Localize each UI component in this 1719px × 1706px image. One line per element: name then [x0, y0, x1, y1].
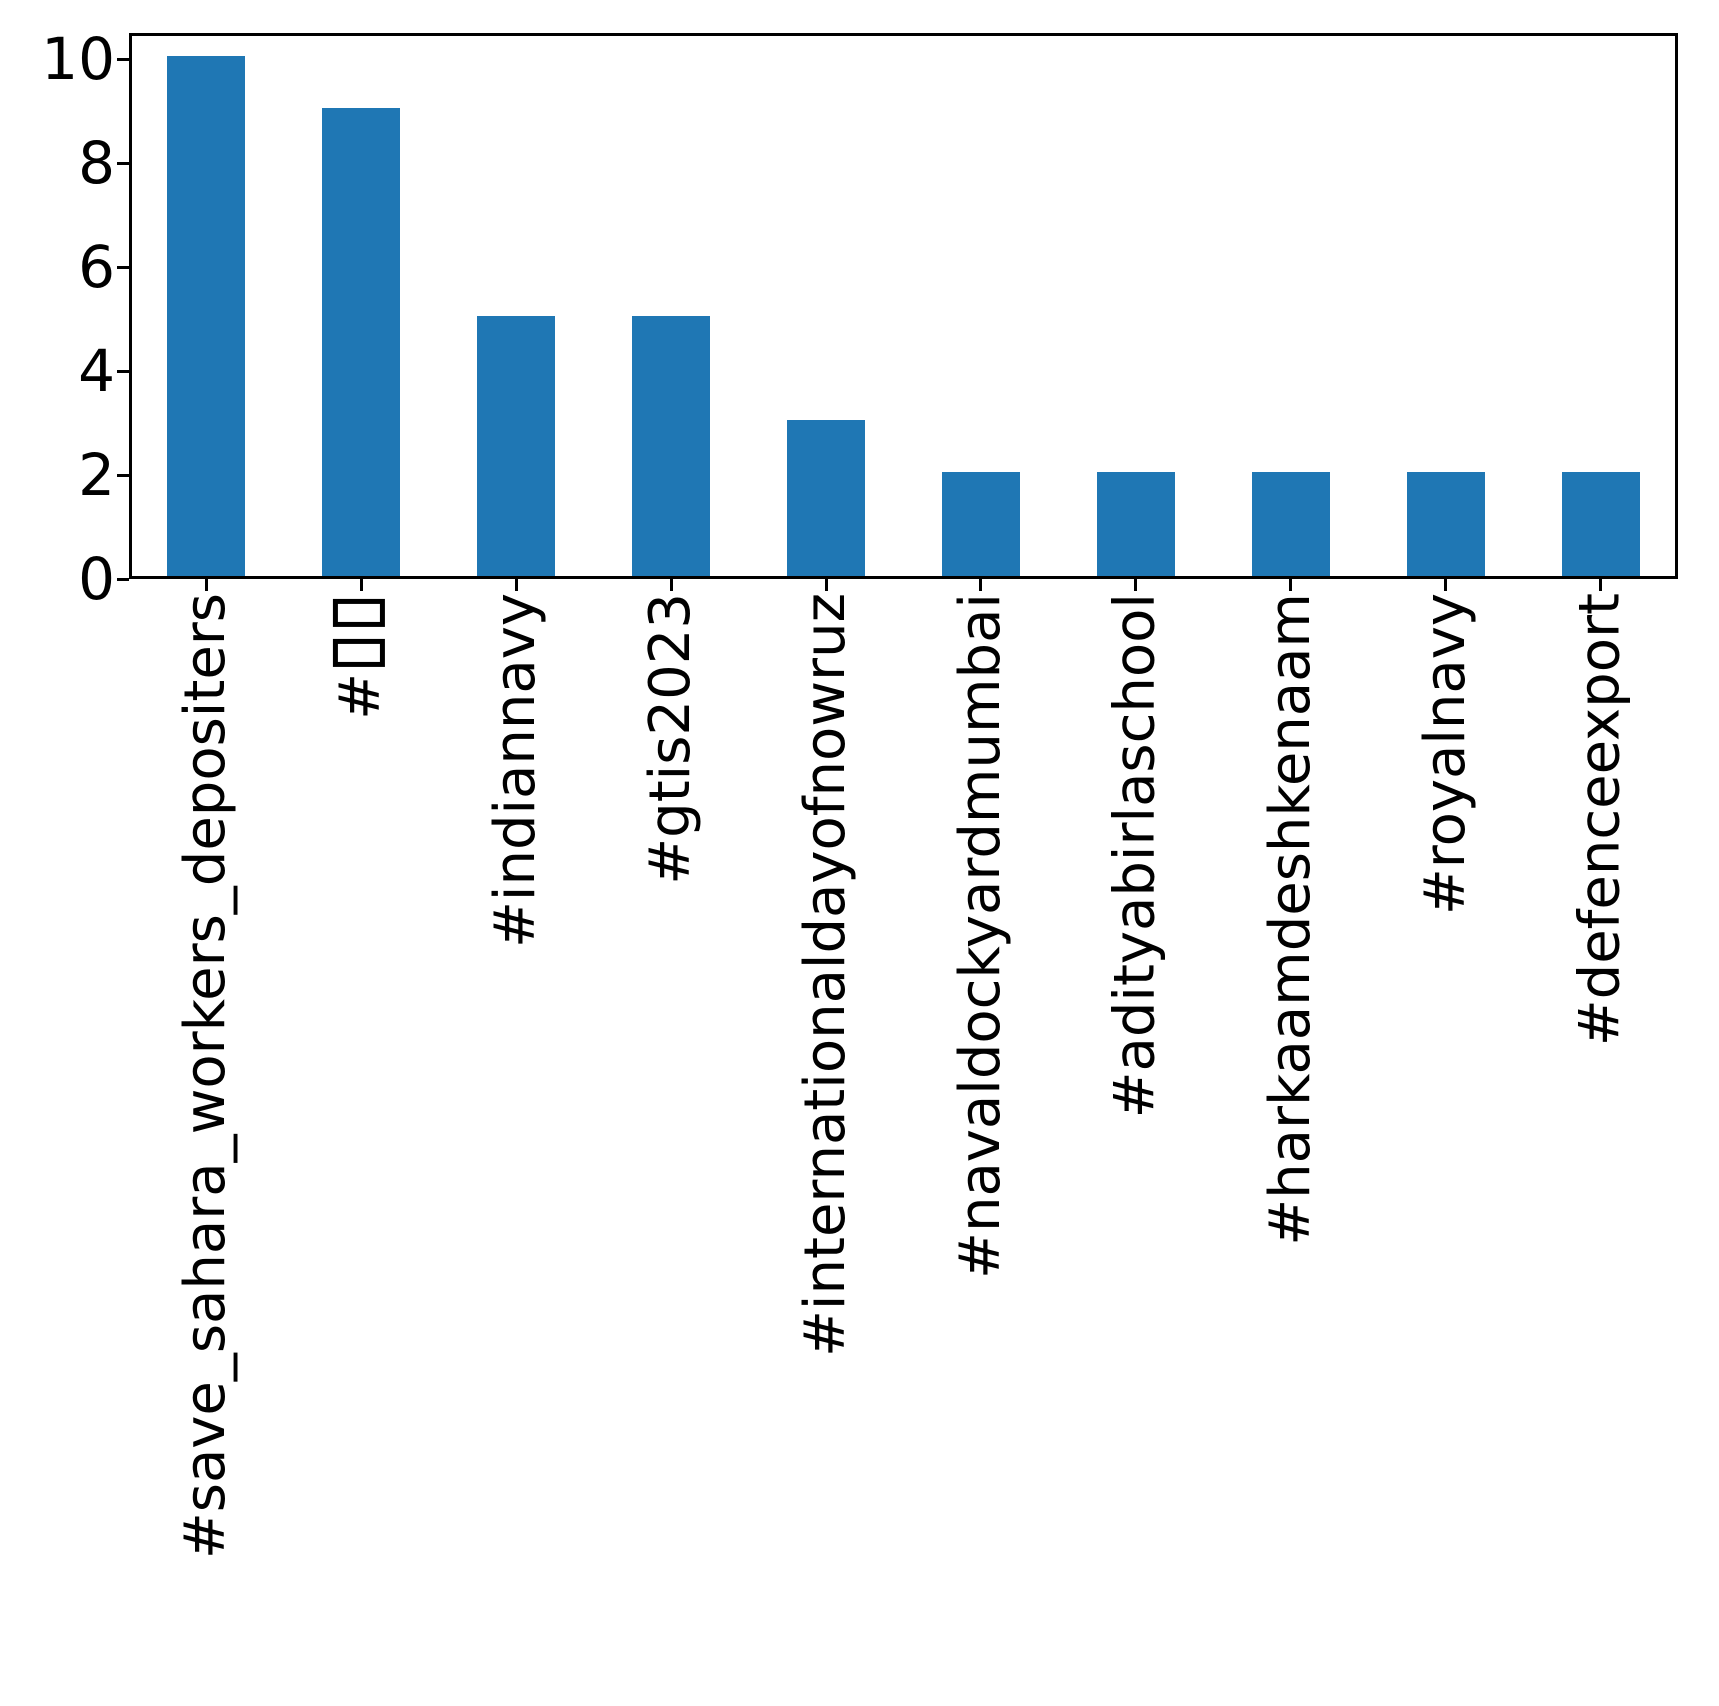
y-tick-label: 8 [78, 129, 115, 197]
bar-1 [322, 108, 401, 576]
x-tick-label: #defenceexport [1567, 593, 1633, 1047]
x-tick-label: #gtis2023 [638, 593, 704, 885]
bar-4 [787, 420, 866, 576]
bar-3 [632, 316, 711, 576]
bar-2 [477, 316, 556, 576]
x-tick-mark [1134, 579, 1138, 591]
y-tick-mark [117, 473, 129, 477]
x-tick-label: #royalnavy [1412, 593, 1478, 916]
x-tick-mark [204, 579, 208, 591]
bar-0 [167, 56, 246, 576]
y-tick-mark [117, 161, 129, 165]
bar-9 [1561, 472, 1640, 576]
x-tick-mark [359, 579, 363, 591]
bar-8 [1406, 472, 1485, 576]
y-tick-mark [117, 265, 129, 269]
y-tick-mark [117, 369, 129, 373]
x-tick-label: #harkaamdeshkenaam [1257, 593, 1323, 1246]
x-tick-mark [979, 579, 983, 591]
y-tick-label: 10 [41, 25, 115, 93]
x-tick-mark [669, 579, 673, 591]
bar-6 [1096, 472, 1175, 576]
x-tick-label: #navaldockyardmumbai [947, 593, 1013, 1279]
y-tick-label: 6 [78, 233, 115, 301]
y-tick-mark [117, 577, 129, 581]
y-tick-label: 2 [78, 441, 115, 509]
x-tick-label: # [328, 593, 393, 720]
x-tick-label: #save_sahara_workers_depositers [173, 593, 239, 1560]
bar-7 [1251, 472, 1330, 576]
x-tick-mark [824, 579, 828, 591]
plot-area [129, 33, 1678, 579]
x-tick-label: #adityabirlaschool [1102, 593, 1168, 1119]
x-tick-mark [514, 579, 518, 591]
missing-glyph-box [333, 599, 386, 627]
y-tick-mark [117, 57, 129, 61]
missing-glyph-box [333, 639, 386, 667]
x-tick-mark [1289, 579, 1293, 591]
bar-5 [941, 472, 1020, 576]
x-tick-label: #internationaldayofnowruz [793, 593, 859, 1357]
y-tick-label: 0 [78, 545, 115, 613]
x-tick-mark [1444, 579, 1448, 591]
x-tick-mark [1599, 579, 1603, 591]
y-tick-label: 4 [78, 337, 115, 405]
x-tick-label: #indiannavy [483, 593, 549, 949]
